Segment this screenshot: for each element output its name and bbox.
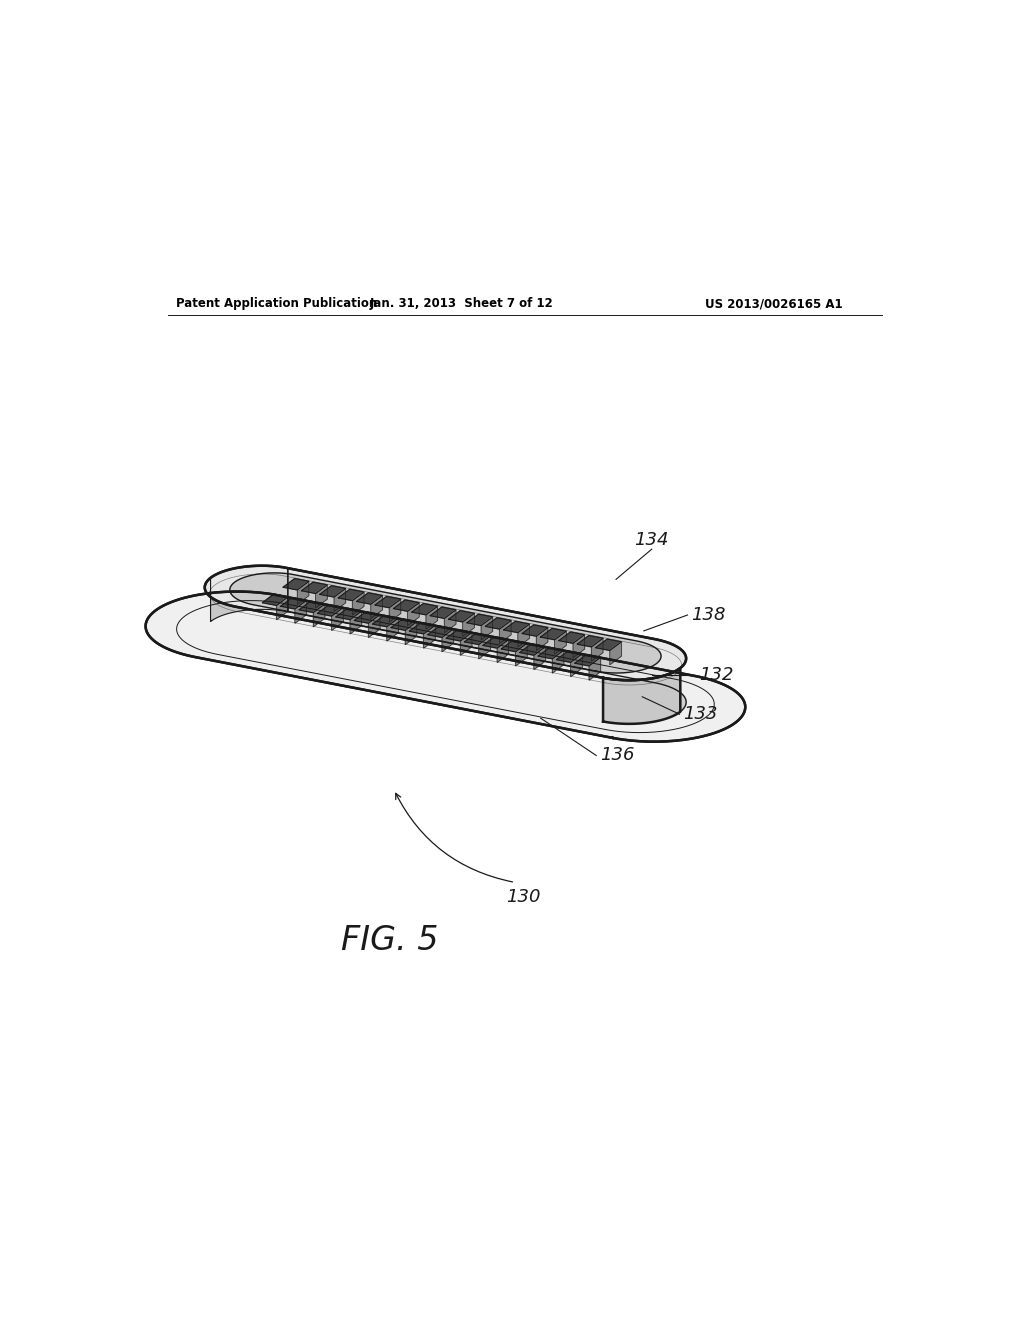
Polygon shape: [288, 568, 686, 711]
Polygon shape: [504, 622, 529, 632]
Polygon shape: [502, 640, 527, 652]
Polygon shape: [430, 607, 456, 618]
Text: US 2013/0026165 A1: US 2013/0026165 A1: [705, 297, 842, 310]
Polygon shape: [338, 589, 364, 601]
Polygon shape: [463, 614, 474, 636]
Polygon shape: [428, 626, 454, 638]
Polygon shape: [461, 632, 472, 655]
Polygon shape: [301, 582, 328, 594]
Polygon shape: [410, 623, 435, 634]
Polygon shape: [408, 603, 419, 626]
Polygon shape: [424, 626, 435, 648]
Polygon shape: [406, 622, 417, 644]
Polygon shape: [537, 627, 548, 651]
Polygon shape: [589, 657, 601, 680]
Polygon shape: [539, 648, 564, 659]
Polygon shape: [319, 586, 346, 597]
Polygon shape: [375, 597, 400, 607]
Polygon shape: [442, 628, 454, 652]
Polygon shape: [534, 647, 546, 669]
Text: 130: 130: [506, 888, 541, 906]
Text: 132: 132: [699, 665, 734, 684]
Polygon shape: [520, 644, 546, 655]
Polygon shape: [574, 655, 601, 665]
Polygon shape: [205, 566, 686, 680]
Polygon shape: [485, 618, 511, 630]
Polygon shape: [610, 642, 622, 665]
Polygon shape: [498, 639, 509, 663]
Polygon shape: [350, 611, 361, 634]
Text: Jan. 31, 2013  Sheet 7 of 12: Jan. 31, 2013 Sheet 7 of 12: [370, 297, 553, 310]
Polygon shape: [552, 651, 564, 673]
Polygon shape: [354, 612, 380, 623]
Polygon shape: [570, 653, 583, 677]
Text: 133: 133: [684, 705, 718, 723]
Text: FIG. 5: FIG. 5: [341, 924, 438, 957]
Polygon shape: [281, 598, 306, 609]
Polygon shape: [412, 603, 437, 615]
Text: 136: 136: [600, 747, 635, 764]
Polygon shape: [276, 597, 288, 619]
Polygon shape: [479, 636, 490, 659]
Polygon shape: [592, 639, 603, 661]
Polygon shape: [262, 594, 288, 606]
Polygon shape: [389, 599, 400, 622]
Polygon shape: [467, 614, 493, 626]
Polygon shape: [297, 581, 309, 605]
Polygon shape: [483, 636, 509, 648]
Polygon shape: [481, 616, 493, 640]
Polygon shape: [596, 639, 622, 651]
Polygon shape: [573, 635, 585, 657]
Text: 134: 134: [635, 531, 669, 549]
Polygon shape: [356, 593, 382, 605]
Polygon shape: [211, 566, 288, 622]
Polygon shape: [541, 628, 566, 640]
Polygon shape: [373, 615, 398, 627]
Polygon shape: [332, 607, 343, 631]
Polygon shape: [426, 606, 437, 630]
Polygon shape: [334, 589, 346, 611]
Polygon shape: [299, 601, 325, 612]
Polygon shape: [393, 601, 419, 611]
Polygon shape: [387, 618, 398, 642]
Polygon shape: [315, 585, 328, 607]
Polygon shape: [500, 620, 511, 643]
Polygon shape: [284, 578, 309, 590]
Polygon shape: [557, 651, 583, 663]
Polygon shape: [515, 643, 527, 667]
Text: 138: 138: [691, 606, 726, 624]
Polygon shape: [369, 615, 380, 638]
Polygon shape: [465, 634, 490, 644]
Polygon shape: [559, 632, 585, 643]
Polygon shape: [145, 591, 745, 742]
Polygon shape: [555, 631, 566, 653]
Polygon shape: [522, 624, 548, 636]
Polygon shape: [391, 619, 417, 631]
Polygon shape: [603, 668, 680, 723]
Polygon shape: [444, 610, 456, 632]
Polygon shape: [446, 630, 472, 642]
Polygon shape: [317, 605, 343, 616]
Text: Patent Application Publication: Patent Application Publication: [176, 297, 377, 310]
Polygon shape: [449, 611, 474, 622]
Polygon shape: [518, 624, 529, 647]
Polygon shape: [578, 635, 603, 647]
Polygon shape: [295, 601, 306, 623]
Polygon shape: [352, 593, 364, 615]
Polygon shape: [229, 573, 662, 673]
Polygon shape: [313, 605, 325, 627]
Polygon shape: [371, 595, 382, 619]
Polygon shape: [336, 609, 361, 619]
